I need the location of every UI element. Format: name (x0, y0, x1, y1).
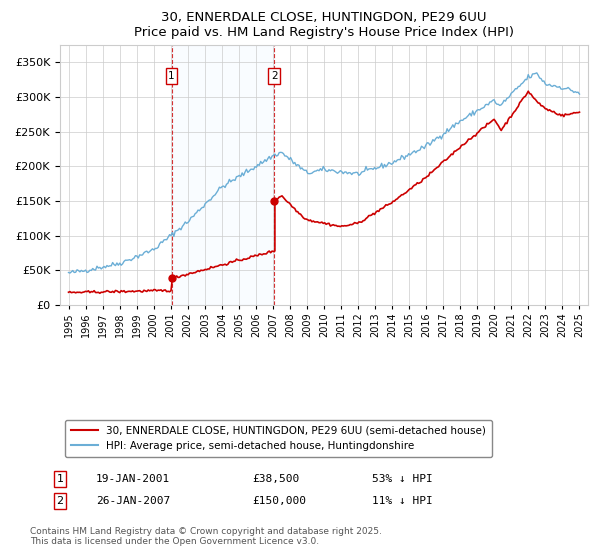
Text: 19-JAN-2001: 19-JAN-2001 (96, 474, 170, 484)
Text: 2: 2 (271, 71, 278, 81)
Text: 1: 1 (56, 474, 64, 484)
Legend: 30, ENNERDALE CLOSE, HUNTINGDON, PE29 6UU (semi-detached house), HPI: Average pr: 30, ENNERDALE CLOSE, HUNTINGDON, PE29 6U… (65, 419, 492, 458)
Title: 30, ENNERDALE CLOSE, HUNTINGDON, PE29 6UU
Price paid vs. HM Land Registry's Hous: 30, ENNERDALE CLOSE, HUNTINGDON, PE29 6U… (134, 11, 514, 39)
Text: 53% ↓ HPI: 53% ↓ HPI (372, 474, 433, 484)
Text: 2: 2 (56, 496, 64, 506)
Text: 26-JAN-2007: 26-JAN-2007 (96, 496, 170, 506)
Text: 1: 1 (168, 71, 175, 81)
Text: £150,000: £150,000 (252, 496, 306, 506)
Text: Contains HM Land Registry data © Crown copyright and database right 2025.
This d: Contains HM Land Registry data © Crown c… (30, 526, 382, 546)
Text: 11% ↓ HPI: 11% ↓ HPI (372, 496, 433, 506)
Bar (172, 45, 274, 305)
Text: £38,500: £38,500 (252, 474, 299, 484)
